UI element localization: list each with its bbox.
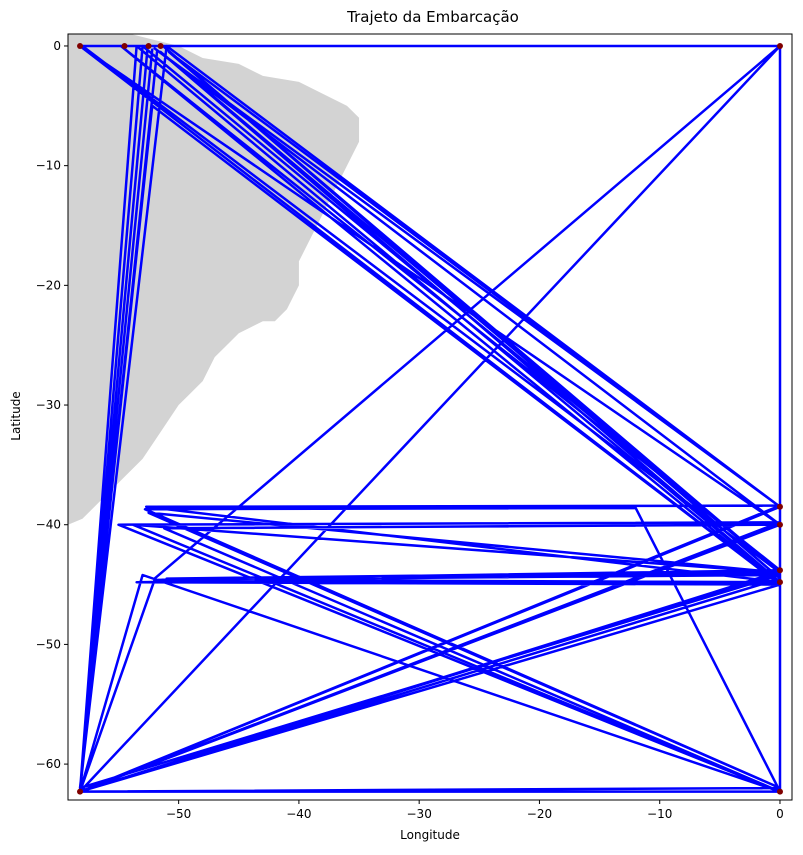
x-tick-label: −30 <box>407 807 432 821</box>
y-tick-label: 0 <box>53 39 61 53</box>
y-ticks: 0 −10 −20 −30 −40 −50 −60 <box>36 39 68 771</box>
x-tick-label: −50 <box>166 807 191 821</box>
position-marker <box>776 788 783 795</box>
position-marker <box>77 788 84 795</box>
y-tick-label: −30 <box>36 398 61 412</box>
track-layer <box>78 44 782 793</box>
x-tick-label: −20 <box>527 807 552 821</box>
x-tick-label: 0 <box>776 807 784 821</box>
y-tick-label: −40 <box>36 518 61 532</box>
chart-title: Trajeto da Embarcação <box>347 8 519 26</box>
position-marker <box>121 42 128 49</box>
position-marker <box>145 42 152 49</box>
y-tick-label: −50 <box>36 637 61 651</box>
position-marker <box>776 42 783 49</box>
y-axis-label: Latitude <box>9 391 23 441</box>
x-ticks: −50 −40 −30 −20 −10 0 <box>166 800 784 821</box>
x-tick-label: −40 <box>286 807 311 821</box>
axes-frame <box>67 33 793 801</box>
position-marker <box>776 503 783 510</box>
position-marker <box>776 521 783 528</box>
track-series-0 <box>78 44 782 793</box>
x-axis-label: Longitude <box>400 828 460 842</box>
y-tick-label: −60 <box>36 757 61 771</box>
x-tick-label: −10 <box>647 807 672 821</box>
position-marker <box>776 567 783 574</box>
position-marker <box>157 42 164 49</box>
y-tick-label: −10 <box>36 159 61 173</box>
marker-layer <box>77 42 783 795</box>
y-tick-label: −20 <box>36 278 61 292</box>
position-marker <box>776 579 783 586</box>
position-marker <box>77 42 84 49</box>
